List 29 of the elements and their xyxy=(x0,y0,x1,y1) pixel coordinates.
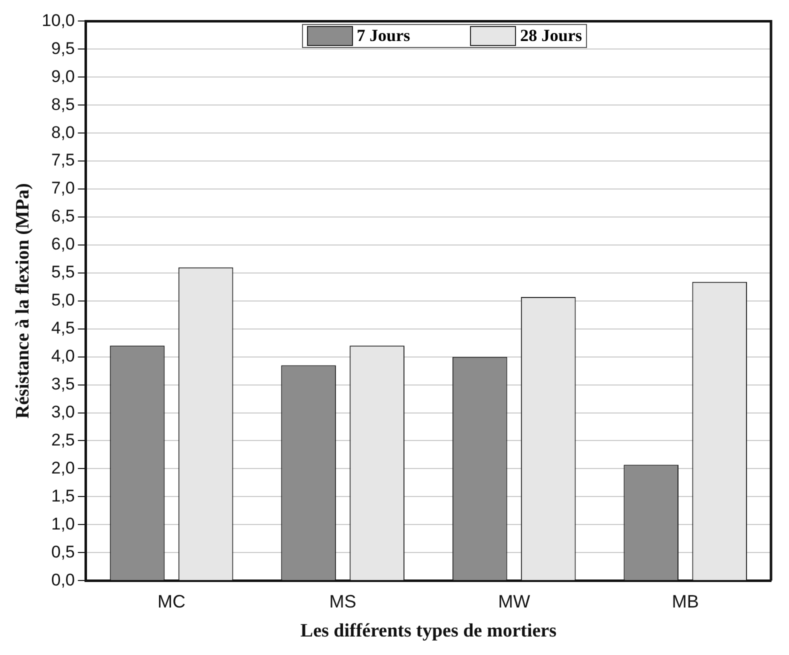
y-tick-label: 9,5 xyxy=(51,38,75,58)
y-tick-label: 9,0 xyxy=(51,66,75,86)
x-axis-title: Les différents types de mortiers xyxy=(300,620,556,642)
y-tick-label: 3,0 xyxy=(51,402,75,422)
y-axis-title: Résistance à la flexion (MPa) xyxy=(12,183,34,419)
y-tick-label: 4,5 xyxy=(51,318,75,338)
y-tick-label: 0,5 xyxy=(51,542,75,562)
y-tick-label: 7,5 xyxy=(51,150,75,170)
x-tick-label: MB xyxy=(672,591,699,612)
y-tick-label: 6,0 xyxy=(51,234,75,254)
y-tick-label: 10,0 xyxy=(42,10,75,30)
x-tick-label: MW xyxy=(498,591,530,612)
y-tick-label: 5,5 xyxy=(51,262,75,282)
y-tick-label: 5,0 xyxy=(51,290,75,310)
legend-label: 7 Jours xyxy=(356,26,410,46)
y-tick-label: 0,0 xyxy=(51,570,75,590)
x-tick-label: MS xyxy=(329,591,356,612)
y-tick-label: 2,5 xyxy=(51,430,75,450)
y-tick-label: 7,0 xyxy=(51,178,75,198)
x-tick-label: MC xyxy=(158,591,186,612)
y-tick-label: 6,5 xyxy=(51,206,75,226)
legend-label: 28 Jours xyxy=(520,26,582,46)
y-tick-label: 3,5 xyxy=(51,374,75,394)
y-tick-label: 4,0 xyxy=(51,346,75,366)
y-tick-label: 1,5 xyxy=(51,486,75,506)
y-tick-label: 1,0 xyxy=(51,514,75,534)
y-tick-label: 8,5 xyxy=(51,94,75,114)
y-tick-label: 2,0 xyxy=(51,458,75,478)
y-tick-label: 8,0 xyxy=(51,122,75,142)
